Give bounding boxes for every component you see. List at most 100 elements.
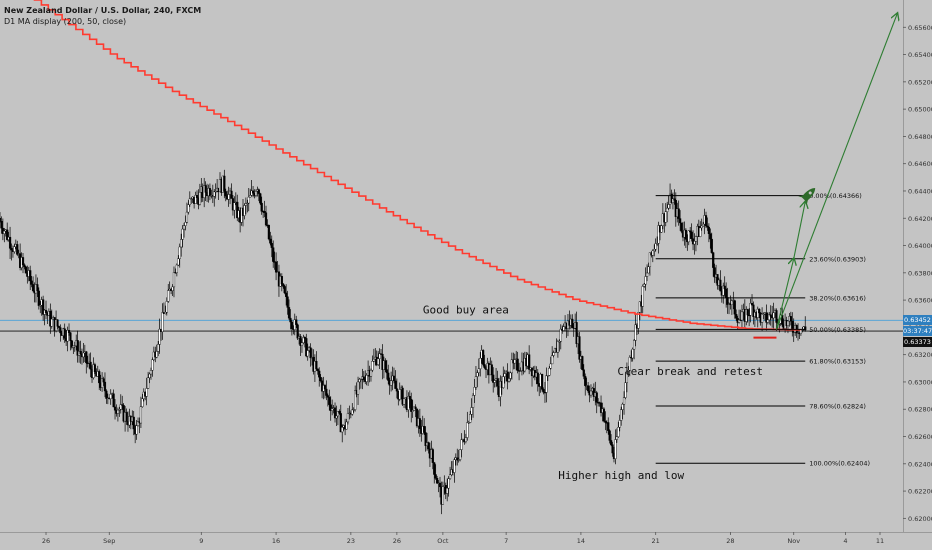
candle-body (750, 303, 754, 306)
candle-body (434, 474, 437, 479)
candle-body (352, 409, 355, 411)
candle-body (16, 244, 19, 255)
indicator-label: D1 MA display (200, 50, close) (4, 17, 127, 26)
candle-body (602, 408, 606, 422)
candle-body (155, 351, 158, 358)
candle-body (804, 326, 807, 331)
candle-body (69, 332, 72, 341)
candle-body (710, 238, 713, 253)
candle-body (510, 359, 513, 374)
ma-line (33, 0, 802, 331)
candle-body (633, 340, 636, 350)
candle-body (98, 371, 101, 384)
candle-body (177, 258, 180, 266)
candle-body (306, 350, 309, 357)
candle-body (410, 398, 413, 412)
candle-body (208, 188, 212, 197)
candle-body (227, 194, 230, 200)
candle-body (470, 407, 473, 415)
candle-body (653, 249, 656, 252)
candle-body (158, 328, 161, 345)
candle-body (664, 211, 667, 223)
candle-body (503, 373, 506, 377)
crosshair-price-tag: 0.63373 (903, 337, 932, 348)
candle-body (575, 322, 578, 344)
candle-body (85, 351, 88, 364)
candle-body (335, 415, 338, 419)
candle-body (395, 388, 398, 392)
x-tick-label: 23 (347, 537, 355, 545)
candle-body (185, 211, 189, 223)
candle-body (627, 370, 630, 372)
y-tick-label: 0.62000 (908, 515, 932, 523)
candle-body (116, 409, 120, 414)
candle-body (740, 311, 744, 321)
candle-body (756, 308, 759, 318)
candle-body (243, 205, 246, 216)
candle-body (610, 440, 613, 445)
candle-body (677, 208, 680, 219)
candle-body (113, 406, 117, 411)
x-tick-label: 7 (504, 537, 508, 545)
fib-level-label: 61.80%(0.63153) (809, 358, 866, 366)
candle-body (103, 381, 107, 392)
candle-body (620, 409, 623, 421)
candle-body (469, 414, 472, 423)
candle-body (326, 395, 329, 398)
candle-body (56, 319, 59, 327)
candle-body (791, 321, 794, 330)
candle-body (536, 372, 539, 384)
candle-body (499, 381, 502, 397)
candle-body (631, 348, 634, 359)
candle-body (614, 439, 617, 459)
candle-body (453, 459, 456, 473)
candle-body (415, 408, 419, 427)
candle-body (329, 404, 332, 411)
candle-body (622, 397, 626, 405)
candle-body (328, 397, 331, 405)
candle-body (436, 478, 439, 484)
candle-body (558, 341, 561, 343)
candle-body (644, 276, 647, 285)
candle-body (725, 288, 728, 298)
candle-body (666, 207, 669, 212)
candle-body (254, 191, 258, 196)
candle-body (699, 227, 702, 237)
candle-body (270, 243, 273, 248)
candle-body (287, 307, 291, 319)
candle-body (305, 338, 308, 357)
candle-body (582, 369, 585, 377)
candle-body (466, 422, 469, 438)
candle-body (387, 372, 390, 381)
candle-body (516, 358, 519, 371)
candle-body (441, 486, 444, 505)
candle-body (476, 372, 479, 377)
candle-body (427, 442, 430, 450)
candle-body (457, 459, 460, 461)
candle-body (182, 225, 186, 230)
candle-body (309, 347, 312, 359)
candle-body (257, 189, 260, 194)
candle-body (411, 410, 414, 412)
candle-body (82, 352, 85, 358)
candle-body (726, 297, 729, 305)
candle-body (634, 324, 637, 341)
candle-body (339, 413, 342, 433)
candle-body (213, 191, 216, 197)
candle-body (414, 406, 417, 410)
candle-body (246, 202, 249, 205)
candle-body (433, 462, 436, 475)
candle-body (151, 359, 154, 371)
candle-body (447, 478, 450, 489)
candle-body (299, 336, 302, 346)
candle-body (141, 398, 144, 407)
candle-body (670, 193, 673, 204)
candle-body (637, 312, 640, 329)
candle-body (100, 378, 104, 388)
